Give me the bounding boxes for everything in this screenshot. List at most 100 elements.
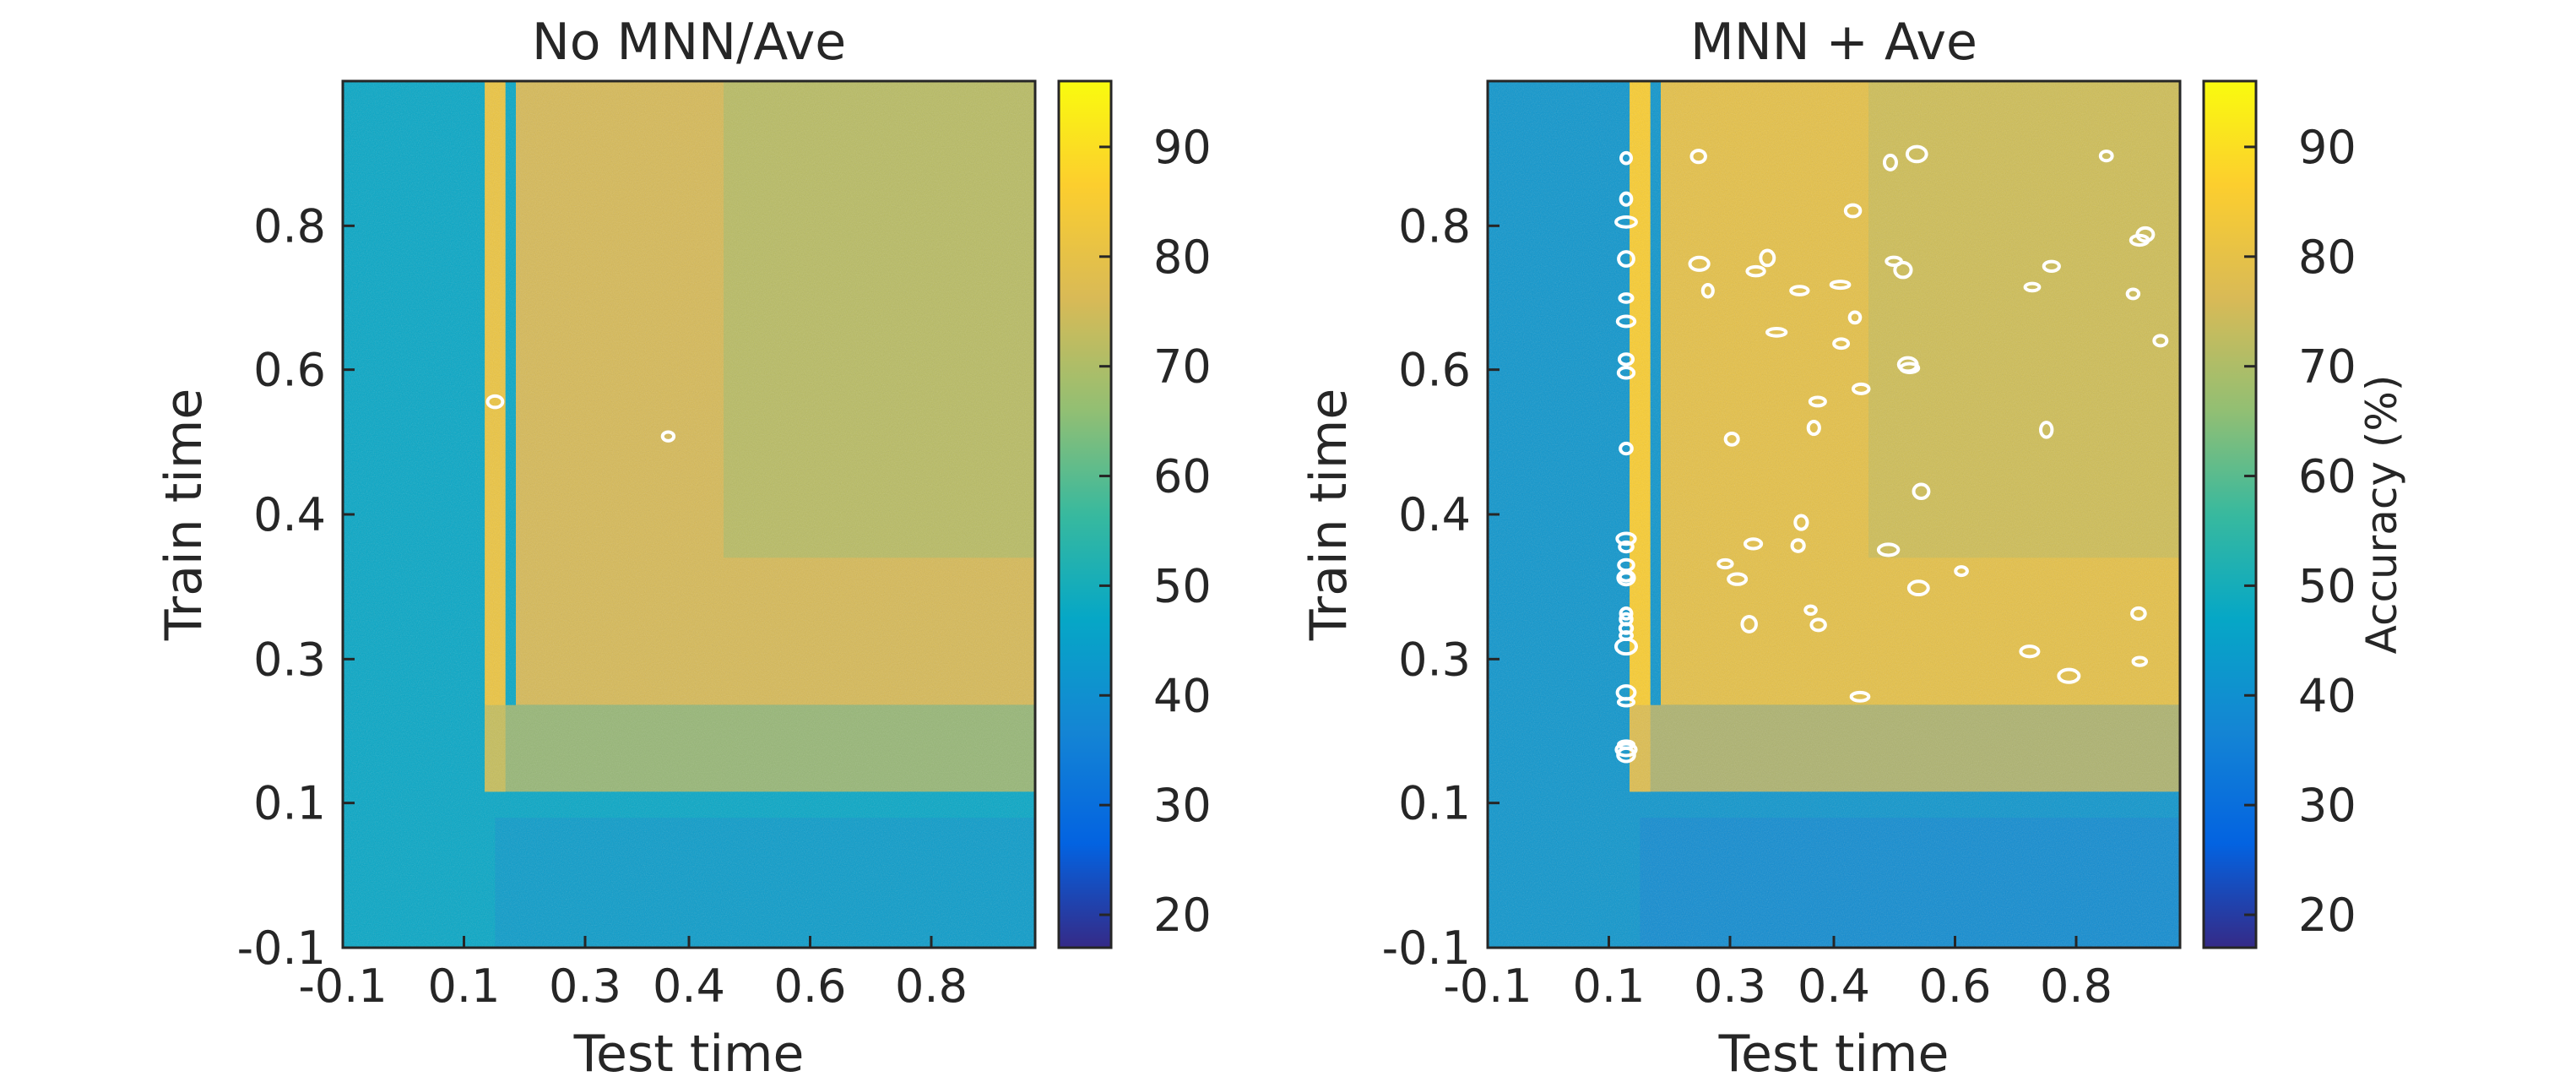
x-tick-label: 0.4 [1798,960,1870,1013]
significance-contour [1615,531,1637,546]
y-tick-label: 0.8 [253,199,326,253]
significance-contour [1793,514,1809,531]
colorbar-gradient [1057,79,1113,949]
significance-contour [1616,569,1636,587]
significance-contour [1759,248,1776,268]
x-tick-label: 0.8 [2040,960,2112,1013]
significance-contour [1619,606,1634,621]
y-tick-label: -0.1 [237,922,326,975]
significance-contour [2125,287,2141,301]
x-tick-label: 0.8 [895,960,968,1013]
significance-contour [2098,150,2114,163]
colorbar: 20 30 40 50 60 70 80 90 Accuracy (%) [2202,79,2406,949]
heatmap-panel-mnn-ave: MNN + Ave -0.1 0.1 0.3 0.4 0.6 0.8 -0.1 0.1 0.3… [1299,13,2406,1082]
significance-contour [1847,310,1863,325]
significance-contour [1614,215,1638,229]
colorbar-tick-label: 40 [1153,669,1212,722]
significance-contour [1829,280,1852,291]
significance-contour [2057,667,2081,684]
colorbar-tick-label: 40 [2298,669,2356,722]
x-tick-label: 0.3 [1694,960,1766,1013]
significance-contour [2039,421,2054,439]
significance-contour [1689,149,1707,165]
significance-contour [1745,264,1766,278]
significance-contour [1851,382,1871,395]
significance-contour [1727,572,1749,586]
significance-contour [1905,144,1928,164]
significance-contour [1616,746,1636,764]
x-axis-label: Test time [1718,1025,1950,1082]
significance-contour [1615,314,1637,329]
significance-contour [2023,281,2042,293]
significance-contour [1617,352,1635,367]
x-tick-label: -0.1 [298,960,387,1013]
significance-contour [1808,395,1827,408]
significance-contour [1700,283,1715,299]
heatmap-noise [343,81,1035,948]
x-axis-label: Test time [573,1025,805,1082]
significance-contour [1790,538,1806,553]
significance-contour [1618,571,1635,583]
colorbar-tick-label: 90 [2298,121,2356,174]
significance-contour [1789,285,1810,296]
significance-contour [1614,742,1638,758]
significance-contour [1893,260,1913,280]
y-tick-label: 0.6 [1398,344,1471,397]
significance-contour [1616,366,1636,380]
colorbar-tick-label: 50 [1153,559,1212,612]
colorbar-tick-label: 50 [2298,559,2356,612]
y-axis-label: Train time [1299,389,1359,642]
significance-contour [1723,432,1740,447]
significance-contour [1803,604,1818,616]
colorbar-tick-label: 80 [2298,231,2356,284]
chart-title: MNN + Ave [1690,13,1977,72]
y-tick-label: 0.3 [1398,633,1471,686]
y-tick-label: 0.3 [253,633,326,686]
chart-title: No MNN/Ave [532,13,846,72]
significance-contour [1806,419,1821,437]
significance-contour [1618,292,1635,304]
colorbar-tick-label: 90 [1153,121,1212,174]
x-tick-label: 0.1 [1573,960,1646,1013]
significance-contour [1832,337,1851,351]
colorbar-tick-label: 80 [1153,231,1212,284]
colorbar-tick-label: 70 [2298,340,2356,394]
significance-contour [485,394,505,410]
significance-contour [1688,255,1711,272]
significance-contour [2131,655,2149,667]
x-tick-label: 0.6 [774,960,847,1013]
significance-contour [2152,334,2169,348]
significance-contour [1896,356,1919,373]
y-tick-label: 0.8 [1398,199,1471,253]
significance-contour [1716,557,1734,570]
significance-contour [1619,191,1634,207]
significance-contour [1849,690,1871,703]
significance-contour [1912,482,1931,501]
heatmap-noise [1488,81,2180,948]
significance-contour [1614,637,1638,656]
colorbar-tick-label: 20 [2298,889,2356,942]
y-tick-label: 0.6 [253,344,326,397]
significance-contour [1906,579,1930,597]
significance-contour [1618,540,1635,554]
colorbar: 20 30 40 50 60 70 80 90 [1057,79,1212,949]
colorbar-gradient [2202,79,2258,949]
heatmap-cells [1488,81,2180,948]
significance-contour [1954,565,1969,578]
x-tick-label: 0.4 [653,960,725,1013]
heatmap-cells [343,81,1035,948]
colorbar-tick-label: 70 [1153,340,1212,394]
significance-contour [2042,259,2061,273]
heatmap-panel-no-mnn: No MNN/Ave -0.1 0.1 0.3 0.4 0.6 0.8 -0.1 0.1 0.… [155,13,1212,1082]
significance-contour [1619,150,1634,166]
y-tick-label: 0.1 [253,777,326,830]
significance-contour [1615,684,1637,701]
colorbar-tick-label: 30 [1153,779,1212,832]
significance-contour [2130,606,2147,621]
significance-contour [1619,441,1634,456]
y-axis-label: Train time [155,389,214,642]
x-tick-label: 0.6 [1919,960,1992,1013]
significance-contour [1843,203,1863,219]
colorbar-tick-label: 60 [1153,450,1212,503]
